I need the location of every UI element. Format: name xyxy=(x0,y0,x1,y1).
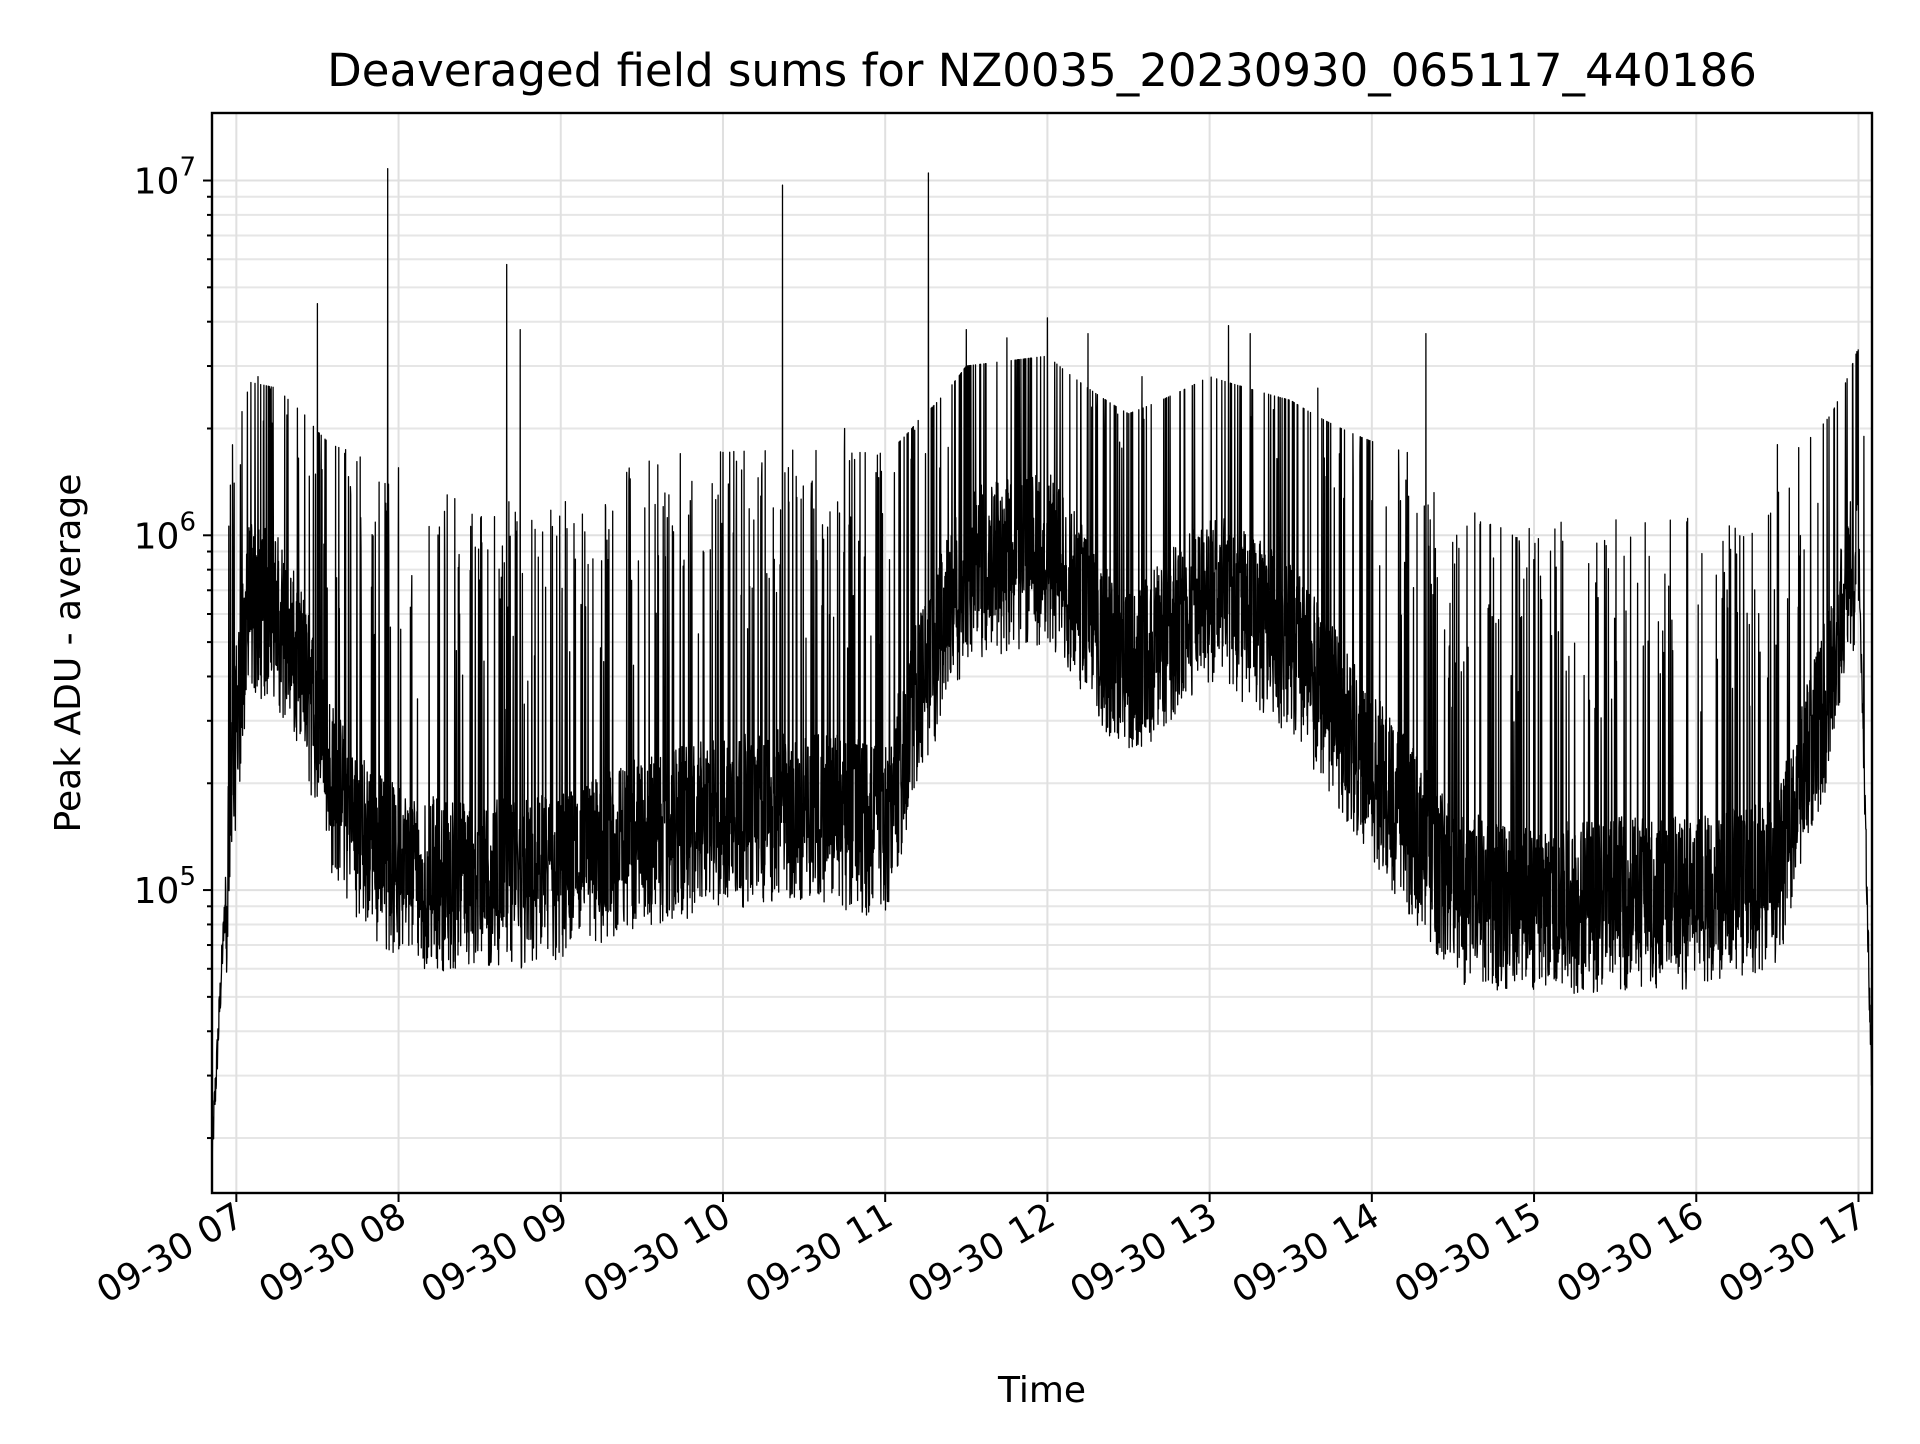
y-tick-label-exponent: 7 xyxy=(179,153,196,183)
chart-title: Deaveraged field sums for NZ0035_2023093… xyxy=(327,44,1757,97)
plot-area-frame xyxy=(210,111,1874,1195)
series-line xyxy=(211,168,1873,1159)
data-series xyxy=(211,168,1873,1159)
y-tick-label-base: 10 xyxy=(134,871,180,912)
y-tick-label-exponent: 5 xyxy=(179,862,196,892)
y-tick-label: 106 xyxy=(134,507,196,557)
y-tick-label-base: 10 xyxy=(134,162,180,203)
y-axis-label: Peak ADU - average xyxy=(48,474,89,833)
y-tick-label: 107 xyxy=(134,153,196,203)
y-tick-label: 105 xyxy=(134,862,196,912)
y-tick-label-base: 10 xyxy=(134,516,180,557)
x-axis-label: Time xyxy=(997,1370,1086,1411)
y-tick-label-exponent: 6 xyxy=(179,507,196,537)
